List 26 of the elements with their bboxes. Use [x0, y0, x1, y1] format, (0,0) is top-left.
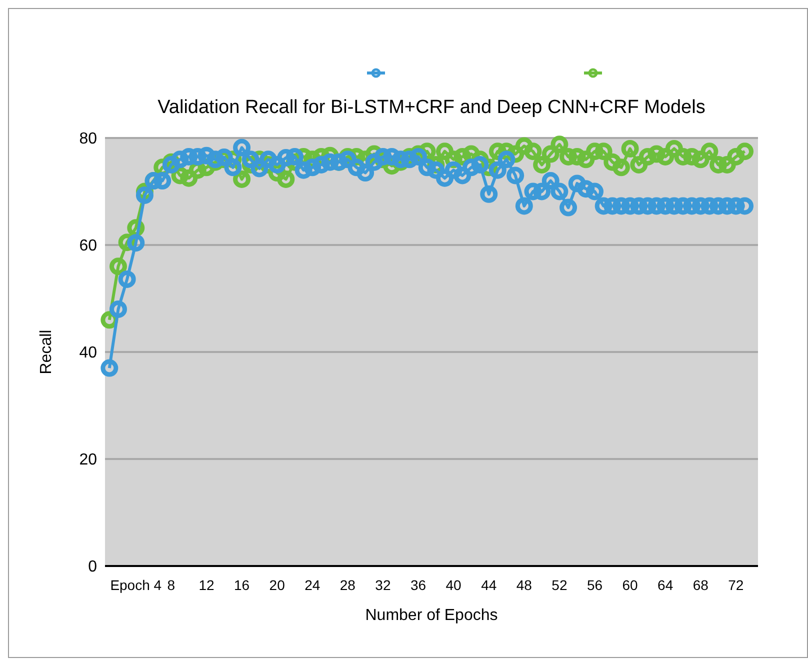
x-tick-label: 44: [481, 577, 497, 593]
x-tick-label: 56: [586, 577, 603, 593]
y-tick-label: 0: [88, 558, 98, 576]
y-tick-label: 20: [79, 452, 98, 469]
y-tick-label: 80: [79, 130, 98, 148]
x-tick-label: 36: [410, 577, 426, 593]
y-tick-label: 40: [79, 344, 98, 362]
x-tick-label: 60: [622, 577, 638, 593]
x-tick-label: 72: [728, 577, 744, 593]
y-axis-title: Recall: [38, 330, 55, 374]
x-tick-label: 8: [167, 577, 176, 593]
x-tick-label: Epoch 4: [110, 577, 162, 593]
x-tick-label: 52: [552, 577, 568, 593]
x-axis-title: Number of Epochs: [365, 607, 498, 624]
x-tick-label: 12: [198, 577, 214, 593]
x-tick-label: 64: [658, 577, 674, 593]
x-tick-label: 68: [692, 577, 709, 593]
chart-title: Validation Recall for Bi-LSTM+CRF and Deep CNN+CRF Models: [158, 97, 706, 118]
x-tick-label: 40: [446, 577, 462, 593]
x-tick-label: 32: [375, 577, 391, 593]
y-tick-label: 60: [79, 238, 98, 255]
x-tick-label: 28: [340, 577, 356, 593]
x-tick-label: 48: [516, 577, 532, 593]
x-tick-label: 20: [269, 577, 286, 593]
x-tick-label: 16: [234, 577, 250, 593]
x-tick-label: 24: [304, 577, 320, 593]
